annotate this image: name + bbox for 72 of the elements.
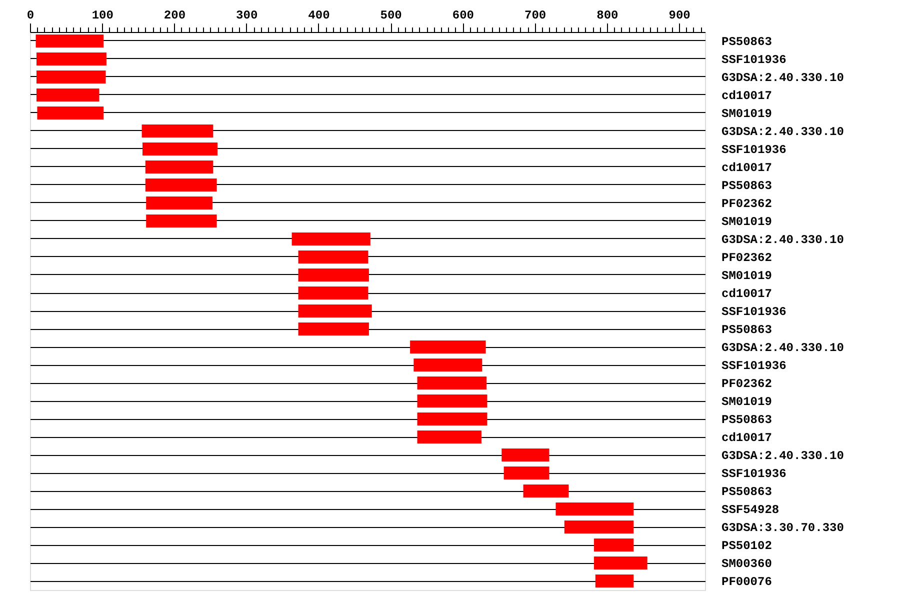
bar	[504, 466, 550, 480]
y-tick-label: SSF101936	[722, 53, 786, 67]
y-tick-label: PS50863	[722, 413, 772, 427]
bar	[36, 88, 100, 102]
x-tick-label: 300	[236, 8, 258, 22]
y-tick-label: cd10017	[722, 161, 772, 175]
bar	[142, 124, 214, 138]
bar	[595, 574, 634, 588]
x-tick-label: 400	[308, 8, 330, 22]
x-tick-label: 0	[26, 8, 34, 22]
bar	[594, 538, 634, 552]
bar	[146, 196, 212, 210]
y-tick-label: PS50863	[722, 35, 772, 49]
x-tick-label: 900	[668, 8, 690, 22]
bar	[417, 412, 488, 426]
y-tick-label: PS50863	[722, 179, 772, 193]
y-tick-label: G3DSA:2.40.330.10	[722, 449, 844, 463]
y-tick-label: SM01019	[722, 269, 772, 283]
y-tick-label: SSF101936	[722, 359, 786, 373]
bar	[298, 304, 372, 318]
y-tick-label: SSF101936	[722, 467, 786, 481]
y-tick-label: PS50102	[722, 539, 772, 553]
bar	[145, 160, 214, 174]
bar	[145, 178, 217, 192]
x-tick-label: 100	[92, 8, 114, 22]
bar	[292, 232, 370, 246]
bar	[298, 322, 369, 336]
y-tick-label: cd10017	[722, 287, 772, 301]
bar	[298, 286, 368, 300]
bar	[564, 520, 634, 534]
y-tick-label: G3DSA:2.40.330.10	[722, 341, 844, 355]
bar	[36, 34, 104, 48]
y-tick-label: PF02362	[722, 377, 772, 391]
bar	[556, 502, 634, 516]
y-tick-label: G3DSA:2.40.330.10	[722, 125, 844, 139]
bar	[37, 106, 104, 120]
bar	[523, 484, 569, 498]
y-tick-label: SSF101936	[722, 143, 786, 157]
y-tick-label: PS50863	[722, 485, 772, 499]
y-tick-label: G3DSA:2.40.330.10	[722, 233, 844, 247]
bar	[502, 448, 550, 462]
y-tick-label: G3DSA:3.30.70.330	[722, 521, 844, 535]
bar	[142, 142, 218, 156]
y-tick-label: SM00360	[722, 557, 772, 571]
bar	[417, 430, 482, 444]
bar	[298, 250, 368, 264]
y-tick-label: SSF101936	[722, 305, 786, 319]
bar	[146, 214, 217, 228]
x-tick-label: 800	[596, 8, 618, 22]
bar	[36, 70, 106, 84]
bar	[417, 394, 488, 408]
y-tick-label: SM01019	[722, 107, 772, 121]
bar	[410, 340, 486, 354]
y-tick-label: SSF54928	[722, 503, 780, 517]
x-tick-label: 200	[164, 8, 186, 22]
x-tick-label: 600	[452, 8, 474, 22]
y-tick-label: PF02362	[722, 251, 772, 265]
y-tick-label: cd10017	[722, 431, 772, 445]
bar	[414, 358, 482, 372]
bar	[36, 52, 106, 66]
x-tick-label: 500	[380, 8, 402, 22]
bar	[594, 556, 648, 570]
y-tick-label: PF00076	[722, 575, 772, 589]
y-tick-label: SM01019	[722, 395, 772, 409]
x-tick-label: 700	[524, 8, 546, 22]
y-tick-label: SM01019	[722, 215, 772, 229]
y-tick-label: cd10017	[722, 89, 772, 103]
y-tick-label: PF02362	[722, 197, 772, 211]
bar	[298, 268, 369, 282]
y-tick-label: PS50863	[722, 323, 772, 337]
bar	[417, 376, 486, 390]
y-tick-label: G3DSA:2.40.330.10	[722, 71, 844, 85]
